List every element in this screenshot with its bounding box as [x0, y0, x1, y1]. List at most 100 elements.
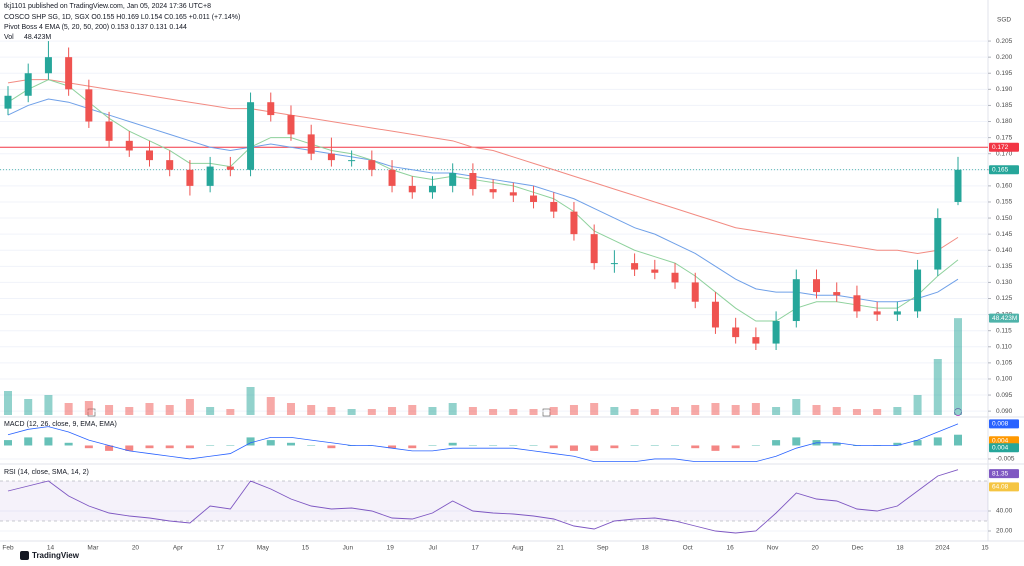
volume-bar — [731, 405, 740, 415]
volume-bar — [873, 409, 882, 415]
volume-bar — [206, 407, 215, 415]
macd-legend: MACD (12, 26, close, 9, EMA, EMA) — [4, 421, 117, 428]
candle-body — [550, 201, 558, 212]
x-tick-label: 21 — [557, 545, 565, 552]
volume-bar — [246, 387, 255, 415]
volume-bar — [145, 403, 154, 415]
candle-body — [85, 89, 93, 122]
volume-bar — [165, 405, 174, 415]
volume-bar — [428, 407, 437, 415]
macd-histogram — [468, 445, 477, 446]
macd-signal-label: 0.004 — [992, 437, 1009, 444]
volume-bar — [549, 407, 558, 415]
ema-legend: Pivot Boss 4 EMA (5, 20, 50, 200) 0.153 … — [4, 24, 187, 31]
macd-histogram — [529, 445, 538, 446]
macd-histogram — [772, 440, 781, 446]
rsi-band — [0, 481, 988, 521]
volume-bar — [105, 405, 114, 415]
macd-histogram — [165, 445, 174, 449]
volume-bar — [933, 359, 942, 415]
macd-label: 0.008 — [992, 421, 1009, 428]
candle-body — [287, 115, 295, 135]
candle-body — [226, 166, 234, 170]
candle-body — [489, 189, 497, 193]
volume-bar — [711, 403, 720, 415]
candle-body — [267, 102, 275, 116]
y-tick-label: 0.180 — [996, 118, 1013, 125]
macd-line — [7, 423, 959, 463]
candle-body — [530, 195, 538, 202]
macd-histogram — [105, 445, 114, 451]
y-tick-label: 0.185 — [996, 102, 1013, 109]
candle-body — [691, 282, 699, 302]
macd-histogram — [84, 445, 93, 449]
volume-bar — [691, 405, 700, 415]
volume-bar — [630, 409, 639, 415]
macd-histogram — [731, 445, 740, 449]
volume-bar — [347, 409, 356, 415]
volume-bar — [327, 407, 336, 415]
x-tick-label: May — [257, 545, 270, 552]
volume-bar — [84, 401, 93, 415]
y-tick-label: 0.200 — [996, 54, 1013, 61]
candle-body — [348, 160, 356, 162]
candle-body — [610, 263, 618, 265]
volume-bar — [64, 403, 73, 415]
candle-body — [469, 173, 477, 190]
macd-histogram — [266, 440, 275, 446]
macd-histogram — [489, 445, 498, 446]
candle-body — [671, 272, 679, 283]
volume-bar — [772, 407, 781, 415]
volume-bar — [852, 409, 861, 415]
y-tick-label: 0.140 — [996, 247, 1013, 254]
publisher: tkj1101 published on TradingView.com, Ja… — [4, 3, 211, 10]
macd-signal-label-box — [989, 436, 1019, 446]
y-tick-label: 0.150 — [996, 215, 1013, 222]
volume-bar — [671, 407, 680, 415]
macd-histogram — [286, 442, 295, 446]
macd-histogram — [590, 445, 599, 451]
y-tick-label: 0.115 — [996, 327, 1012, 334]
macd-histogram — [408, 445, 417, 449]
volume-bar — [751, 403, 760, 415]
volume-bar — [913, 395, 922, 415]
x-tick-label: Jul — [429, 545, 438, 552]
volume-bar — [367, 409, 376, 415]
y-tick-label: 0.155 — [996, 199, 1013, 206]
rsi-ma-label: 64.08 — [992, 484, 1009, 491]
macd-histogram — [933, 437, 942, 446]
candle-body — [166, 160, 174, 170]
candle-body — [631, 263, 639, 270]
macd-histogram — [226, 445, 235, 446]
volume-bar — [509, 409, 518, 415]
volume-bar — [489, 409, 498, 415]
macd-histogram — [893, 442, 902, 446]
candle-body — [772, 321, 780, 344]
candle-body — [914, 269, 922, 312]
candle-body — [833, 292, 841, 296]
candle-body — [206, 166, 214, 186]
level-label-box — [989, 142, 1019, 152]
y-tick-label: 40.00 — [996, 508, 1013, 515]
macd-histogram — [24, 437, 33, 446]
volume-bar — [226, 409, 235, 415]
candle-body — [428, 185, 436, 193]
volume-bar — [24, 399, 33, 415]
volume-bar — [388, 407, 397, 415]
volume-label-box — [989, 313, 1019, 323]
footer-logo: TradingView — [32, 551, 80, 560]
x-tick-label: Jun — [343, 545, 354, 552]
symbol-legend: COSCO SHP SG, 1D, SGX O0.155 H0.169 L0.1… — [4, 14, 240, 21]
y-tick-label: 0.090 — [996, 408, 1013, 415]
last-price-label: 0.165 — [992, 167, 1009, 174]
candle-body — [732, 327, 740, 338]
volume-bar — [307, 405, 316, 415]
macd-histogram — [751, 445, 760, 446]
y-tick-label: 0.125 — [996, 295, 1013, 302]
rsi-line — [7, 469, 959, 534]
y-tick-label: 0.135 — [996, 263, 1013, 270]
candle-body — [893, 311, 901, 315]
macd-histogram — [327, 445, 336, 449]
y-tick-label: 0.195 — [996, 70, 1013, 77]
volume-bar — [792, 399, 801, 415]
